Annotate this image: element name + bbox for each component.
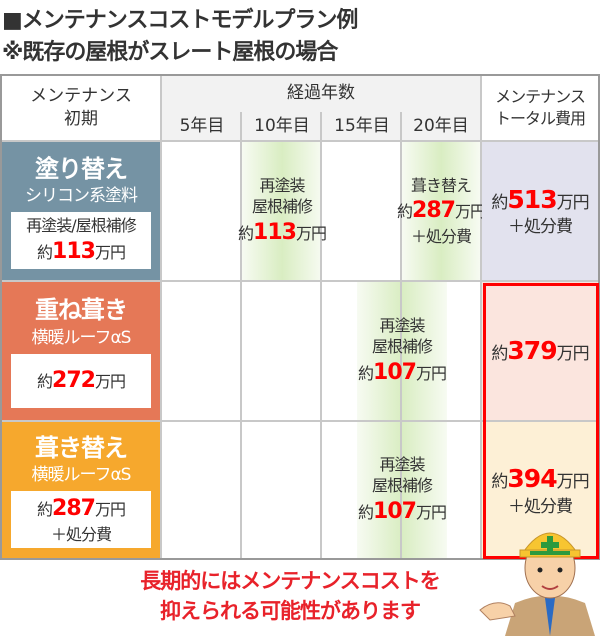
divider	[2, 420, 598, 422]
event-10y: 再塗装 屋根補修 約113万円	[238, 142, 327, 280]
event-cost: 107	[373, 359, 417, 385]
prefix: 約	[491, 192, 508, 213]
event-20y: 葺き替え 約287万円 ＋処分費	[397, 142, 486, 280]
event-extra: ＋処分費	[410, 226, 472, 246]
header-initial-l1: メンテナンス	[30, 86, 132, 107]
row-label-reroof: 葺き替え 横暖ルーフαS 約287万円 ＋処分費	[2, 422, 160, 558]
divider	[2, 280, 598, 282]
event-line: 屋根補修	[251, 197, 313, 217]
title-line2: ※既存の屋根がスレート屋根の場合	[2, 40, 338, 65]
total-overlay: 約379万円	[482, 282, 598, 420]
initial-cost: 287	[52, 496, 96, 522]
prefix: 約	[491, 472, 508, 492]
plan-material: 横暖ルーフαS	[31, 465, 132, 486]
unit: 万円	[556, 344, 590, 365]
initial-cost-box: 再塗装/屋根補修 約113万円	[11, 212, 151, 270]
unit: 万円	[415, 363, 447, 383]
year-label: 10年目	[254, 115, 310, 136]
total-cost: 513	[507, 184, 557, 214]
highlight-20y	[402, 142, 480, 280]
year-label: 15年目	[334, 115, 390, 136]
event-cost: 107	[373, 498, 417, 524]
plan-material: 横暖ルーフαS	[31, 327, 132, 348]
header-year-5: 5年目	[162, 112, 242, 140]
divider	[320, 112, 322, 558]
event-cost: 287	[412, 198, 456, 224]
event-line: 屋根補修	[371, 476, 433, 496]
row-label-overlay: 重ね葺き 横暖ルーフαS 約272万円	[2, 282, 160, 420]
header-initial: メンテナンス 初期	[2, 76, 160, 140]
header-year-20: 20年目	[402, 112, 480, 140]
divider	[400, 112, 402, 558]
unit: 万円	[295, 223, 327, 243]
total-cost: 394	[507, 464, 557, 493]
initial-cost: 113	[52, 238, 96, 264]
plan-name: 塗り替え	[35, 154, 128, 183]
event-line: 再塗装	[379, 454, 425, 474]
unit: 万円	[454, 202, 486, 222]
plan-name: 葺き替え	[35, 433, 128, 462]
row-label-painting: 塗り替え シリコン系塗料 再塗装/屋根補修 約113万円	[2, 142, 160, 280]
cost-table: メンテナンス 初期 経過年数 5年目 10年目 15年目 20年目 メンテナンス…	[0, 74, 600, 560]
plan-material: シリコン系塗料	[25, 186, 138, 207]
total-painting: 約513万円 ＋処分費	[482, 142, 598, 280]
total-extra: ＋処分費	[508, 496, 573, 517]
event-line: 葺き替え	[410, 175, 472, 195]
header-total-l1: メンテナンス	[495, 87, 586, 107]
highlight-10y	[242, 142, 322, 280]
unit: 万円	[94, 371, 126, 391]
event-15-20y: 再塗装 屋根補修 約107万円	[357, 422, 447, 558]
event-line: 再塗装	[379, 315, 425, 335]
initial-cost-box: 約272万円	[11, 353, 151, 408]
prefix: 約	[491, 344, 508, 365]
unit: 万円	[415, 502, 447, 522]
header-year-10: 10年目	[242, 112, 322, 140]
plan-name: 重ね葺き	[35, 296, 128, 325]
prefix: 約	[358, 363, 374, 383]
unit: 万円	[94, 242, 126, 262]
divider	[160, 76, 162, 558]
event-line: 屋根補修	[371, 337, 433, 357]
initial-work: 再塗装/屋根補修	[26, 216, 136, 236]
prefix: 約	[37, 371, 53, 391]
divider	[480, 76, 482, 558]
initial-cost: 272	[52, 367, 96, 393]
title-line1: ■メンテナンスコストモデルプラン例	[2, 8, 358, 33]
message-line2: 抑えられる可能性があります	[160, 599, 421, 623]
message-line1: 長期的にはメンテナンスコストを	[140, 569, 441, 593]
initial-extra: ＋処分費	[50, 524, 112, 544]
prefix: 約	[397, 202, 413, 222]
divider	[2, 140, 598, 142]
event-15-20y: 再塗装 屋根補修 約107万円	[357, 282, 447, 420]
header-elapsed-label: 経過年数	[287, 83, 355, 103]
event-cost: 113	[253, 219, 297, 245]
header-year-15: 15年目	[322, 112, 402, 140]
unit: 万円	[556, 192, 590, 213]
prefix: 約	[37, 500, 53, 520]
initial-cost-box: 約287万円 ＋処分費	[11, 491, 151, 549]
year-label: 20年目	[413, 115, 469, 136]
divider	[240, 112, 242, 558]
year-label: 5年目	[179, 115, 225, 136]
conclusion-message: 長期的にはメンテナンスコストを 抑えられる可能性があります	[40, 566, 540, 626]
worker-illustration-icon	[479, 532, 595, 636]
unit: 万円	[94, 500, 126, 520]
prefix: 約	[358, 502, 374, 522]
prefix: 約	[238, 223, 254, 243]
header-initial-l2: 初期	[64, 109, 98, 129]
total-cost: 379	[507, 336, 557, 366]
total-extra: ＋処分費	[508, 217, 573, 238]
prefix: 約	[37, 242, 53, 262]
event-line: 再塗装	[259, 175, 305, 195]
header-total: メンテナンス トータル費用	[482, 76, 598, 140]
unit: 万円	[556, 472, 590, 492]
header-total-l2: トータル費用	[494, 109, 586, 128]
